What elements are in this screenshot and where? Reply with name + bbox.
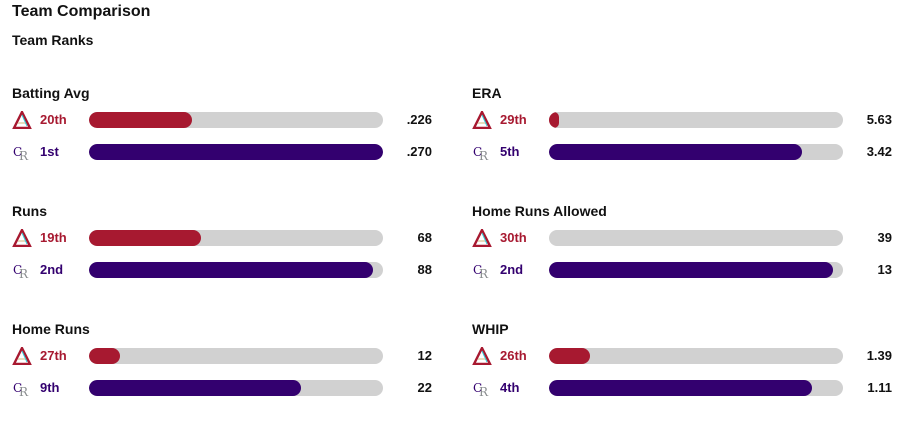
rank-bar [89,112,383,128]
svg-text:C: C [13,145,22,159]
stat-value: 5.63 [866,112,892,127]
rank-bar-fill [89,262,373,278]
page-title: Team Comparison [12,3,151,20]
stat-value: 1.11 [867,380,892,395]
rank-bar-fill [549,348,591,364]
team-row-diamondbacks: 19th 68 [12,229,432,247]
team-row-diamondbacks: 30th 39 [472,229,892,247]
svg-text:C: C [473,145,482,159]
arizona-diamondbacks-logo-icon [472,229,492,247]
stat-value: 12 [417,348,432,363]
rank-text: 27th [40,348,67,363]
rank-bar [89,144,383,160]
rank-text: 19th [40,230,67,245]
stat-label: Home Runs Allowed [472,203,607,219]
rank-text: 30th [500,230,527,245]
stat-value: 1.39 [866,348,892,363]
rank-bar [549,230,843,246]
rank-text: 2nd [40,262,64,277]
colorado-rockies-logo-icon: CR [13,145,29,161]
rank-bar [89,380,383,396]
arizona-diamondbacks-logo-icon [12,347,32,365]
svg-text:R: R [479,149,489,161]
stat-value: .270 [406,144,432,159]
rank-text: 2nd [500,262,524,277]
svg-text:C: C [13,381,22,395]
team-row-diamondbacks: 29th 5.63 [472,111,892,129]
rank-text: 1st [40,144,59,159]
svg-text:C: C [473,263,482,277]
rank-text: 20th [40,112,67,127]
arizona-diamondbacks-logo-icon [12,229,32,247]
stat-label: Runs [12,203,47,219]
rank-bar [89,348,383,364]
colorado-rockies-logo-icon: CR [13,263,29,279]
stat-label: Batting Avg [12,85,90,101]
colorado-rockies-logo-icon: CR [473,145,489,161]
section-title: Team Ranks [12,32,94,48]
rank-bar [549,380,843,396]
rank-bar-fill [89,112,192,128]
rank-bar-fill [89,348,120,364]
colorado-rockies-logo-icon: CR [473,263,489,279]
rank-text: 4th [500,380,520,395]
stat-label: ERA [472,85,502,101]
rank-bar [549,112,843,128]
rank-bar-fill [549,144,802,160]
stat-value: 68 [417,230,432,245]
colorado-rockies-logo-icon: CR [13,381,29,397]
rank-bar [549,348,843,364]
stat-value: 13 [877,262,892,277]
stat-value: 88 [417,262,432,277]
team-row-diamondbacks: 27th 12 [12,347,432,365]
rank-bar-fill [549,262,833,278]
rank-bar-fill [89,380,301,396]
rank-text: 26th [500,348,527,363]
svg-text:C: C [473,381,482,395]
stat-value: .226 [406,112,432,127]
team-row-diamondbacks: 20th .226 [12,111,432,129]
rank-bar-fill [89,230,201,246]
arizona-diamondbacks-logo-icon [472,111,492,129]
svg-text:R: R [19,267,29,279]
svg-text:C: C [13,263,22,277]
rank-bar-fill [549,112,560,128]
rank-text: 29th [500,112,527,127]
rank-bar-fill [89,144,383,160]
arizona-diamondbacks-logo-icon [472,347,492,365]
svg-text:R: R [479,267,489,279]
arizona-diamondbacks-logo-icon [12,111,32,129]
stat-label: Home Runs [12,321,90,337]
rank-text: 5th [500,144,520,159]
stat-value: 39 [877,230,892,245]
rank-bar [89,230,383,246]
colorado-rockies-logo-icon: CR [473,381,489,397]
rank-text: 9th [40,380,60,395]
stat-label: WHIP [472,321,509,337]
svg-text:R: R [479,385,489,397]
svg-text:R: R [19,385,29,397]
rank-bar [89,262,383,278]
rank-bar [549,144,843,160]
rank-bar-fill [549,380,813,396]
rank-bar [549,262,843,278]
stat-value: 22 [417,380,432,395]
team-row-diamondbacks: 26th 1.39 [472,347,892,365]
svg-text:R: R [19,149,29,161]
stat-value: 3.42 [866,144,892,159]
